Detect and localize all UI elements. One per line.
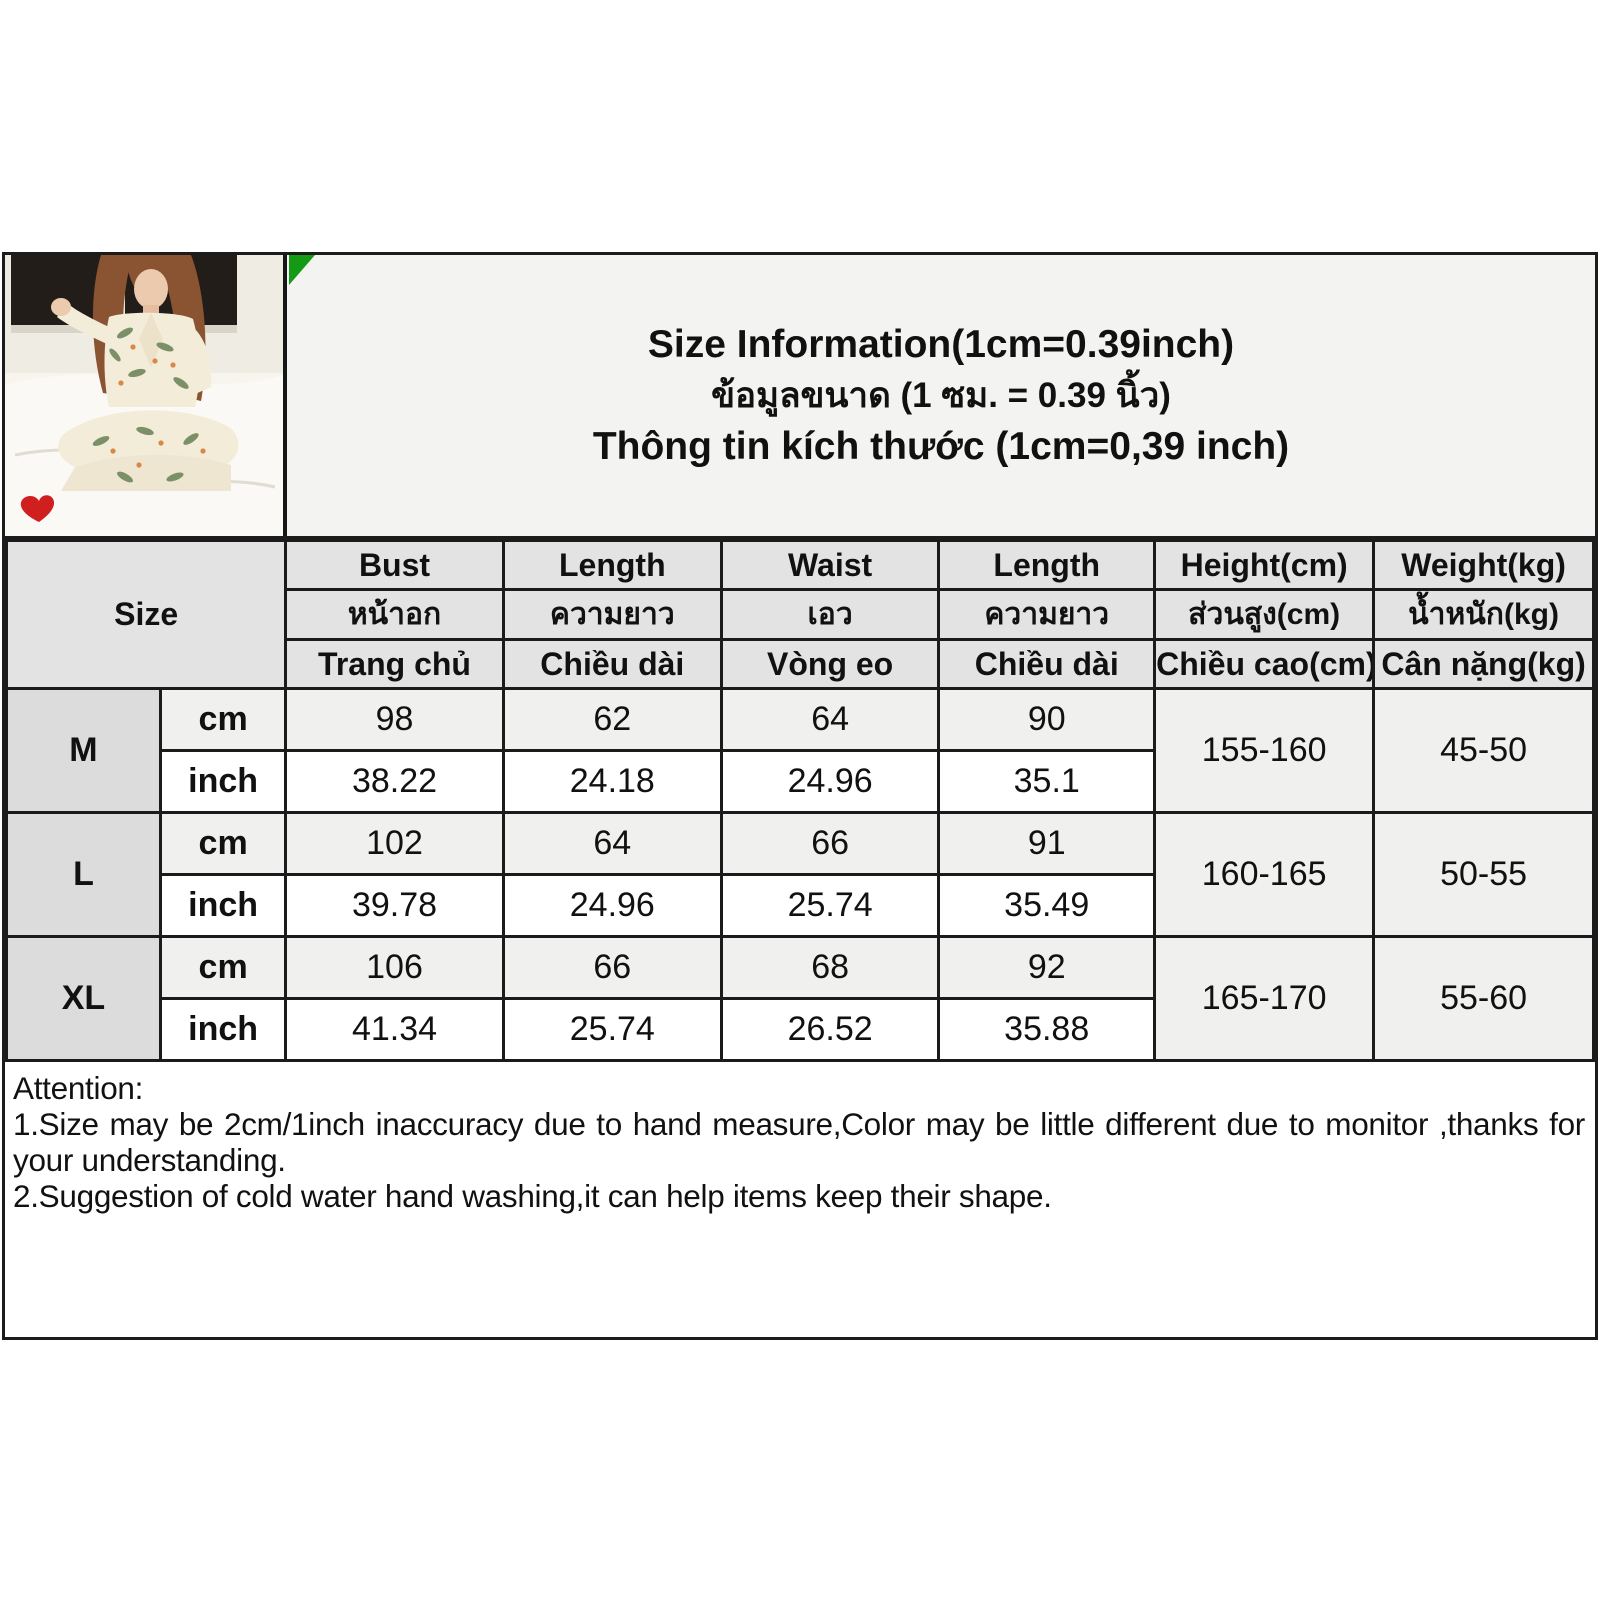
col-header-weight-en: Weight(kg): [1372, 539, 1595, 591]
unit-cm: cm: [158, 935, 288, 1000]
l-waist-cm: 66: [719, 811, 941, 876]
unit-inch: inch: [158, 873, 288, 938]
title-vietnamese: Thông tin kích thước (1cm=0,39 inch): [592, 424, 1290, 468]
m-length2-cm: 90: [937, 687, 1157, 752]
col-header-length-en: Length: [501, 539, 723, 591]
l-length-cm: 64: [501, 811, 723, 876]
xl-waist-cm: 68: [719, 935, 941, 1000]
col-header-waist-en: Waist: [719, 539, 941, 591]
unit-inch: inch: [158, 997, 288, 1062]
col-header-weight-th: น้ำหนัก(kg): [1372, 588, 1595, 641]
title-english: Size Information(1cm=0.39inch): [647, 322, 1235, 366]
product-photo-illustration: [5, 255, 283, 536]
col-header-length-th: ความยาว: [501, 588, 723, 641]
attention-note-2: 2.Suggestion of cold water hand washing,…: [13, 1178, 1052, 1214]
header-row-thai: หน้าอก ความยาว เอว ความยาว ส่วนสูง(cm) น…: [7, 588, 1595, 641]
unit-cm: cm: [158, 811, 288, 876]
product-photo: [5, 255, 287, 536]
size-table: Size Bust Length Waist Length Height(cm)…: [4, 539, 1595, 1062]
col-header-weight-vi: Cân nặng(kg): [1372, 638, 1595, 690]
m-length2-inch: 35.1: [937, 749, 1157, 814]
col-header-length2-vi: Chiều dài: [937, 638, 1157, 690]
row-m-cm: M cm 98 62 64 90 155-160 45-50: [5, 687, 1595, 814]
header-row-english: Size Bust Length Waist Length Height(cm)…: [4, 539, 1595, 690]
col-header-bust-th: หน้าอก: [284, 588, 505, 641]
m-bust-cm: 98: [284, 687, 505, 752]
xl-height: 165-170: [1153, 935, 1376, 1062]
l-height: 160-165: [1153, 811, 1376, 938]
attention-note-1: 1.Size may be 2cm/1inch inaccuracy due t…: [13, 1106, 1585, 1178]
m-weight: 45-50: [1372, 687, 1595, 814]
unit-inch: inch: [158, 749, 288, 814]
xl-length2-inch: 35.88: [937, 997, 1157, 1062]
heart-pillow: [20, 495, 55, 522]
col-header-height-en: Height(cm): [1153, 539, 1376, 591]
row-l-cm: L cm 102 64 66 91 160-165 50-55: [5, 811, 1595, 938]
col-header-length2-en: Length: [937, 539, 1157, 591]
size-info-header: Size Information(1cm=0.39inch) ข้อมูลขนา…: [287, 255, 1595, 536]
size-header-cell: Size: [4, 539, 288, 690]
col-header-bust-vi: Trang chủ: [284, 638, 505, 690]
col-header-length-vi: Chiều dài: [501, 638, 723, 690]
l-length-inch: 24.96: [501, 873, 723, 938]
m-length-inch: 24.18: [501, 749, 723, 814]
header-row-vietnamese: Trang chủ Chiều dài Vòng eo Chiều dài Ch…: [7, 638, 1595, 690]
attention-heading: Attention:: [13, 1070, 144, 1106]
m-length-cm: 62: [501, 687, 723, 752]
l-length2-cm: 91: [937, 811, 1157, 876]
xl-bust-inch: 41.34: [284, 997, 505, 1062]
xl-length-inch: 25.74: [501, 997, 723, 1062]
xl-bust-cm: 106: [284, 935, 505, 1000]
l-length2-inch: 35.49: [937, 873, 1157, 938]
row-l-inch: inch 39.78 24.96 25.74 35.49: [7, 873, 1594, 938]
row-xl-cm: XL cm 106 66 68 92 165-170 55-60: [5, 935, 1595, 1062]
xl-waist-inch: 26.52: [719, 997, 941, 1062]
l-weight: 50-55: [1372, 811, 1595, 938]
attention-notes: Attention: 1.Size may be 2cm/1inch inacc…: [5, 1062, 1595, 1337]
l-bust-cm: 102: [284, 811, 505, 876]
col-header-length2-th: ความยาว: [937, 588, 1157, 641]
xl-length-cm: 66: [501, 935, 723, 1000]
col-header-waist-vi: Vòng eo: [719, 638, 941, 690]
col-header-waist-th: เอว: [719, 588, 941, 641]
m-waist-cm: 64: [719, 687, 941, 752]
size-chart-sheet: Size Information(1cm=0.39inch) ข้อมูลขนา…: [2, 252, 1598, 1340]
m-height: 155-160: [1153, 687, 1376, 814]
m-bust-inch: 38.22: [284, 749, 505, 814]
l-bust-inch: 39.78: [284, 873, 505, 938]
col-header-bust-en: Bust: [284, 539, 505, 591]
row-m-inch: inch 38.22 24.18 24.96 35.1: [7, 749, 1594, 814]
row-xl-inch: inch 41.34 25.74 26.52 35.88: [7, 997, 1594, 1062]
l-waist-inch: 25.74: [719, 873, 941, 938]
title-thai: ข้อมูลขนาด (1 ซม. = 0.39 นิ้ว): [711, 375, 1171, 415]
size-label-m: M: [5, 687, 162, 814]
size-label-l: L: [5, 811, 162, 938]
col-header-height-vi: Chiều cao(cm): [1153, 638, 1376, 690]
top-row: Size Information(1cm=0.39inch) ข้อมูลขนา…: [5, 255, 1595, 539]
corner-marker-triangle-icon: [289, 255, 315, 285]
unit-cm: cm: [158, 687, 288, 752]
m-waist-inch: 24.96: [719, 749, 941, 814]
col-header-height-th: ส่วนสูง(cm): [1153, 588, 1376, 641]
xl-weight: 55-60: [1372, 935, 1595, 1062]
size-label-xl: XL: [5, 935, 162, 1062]
xl-length2-cm: 92: [937, 935, 1157, 1000]
